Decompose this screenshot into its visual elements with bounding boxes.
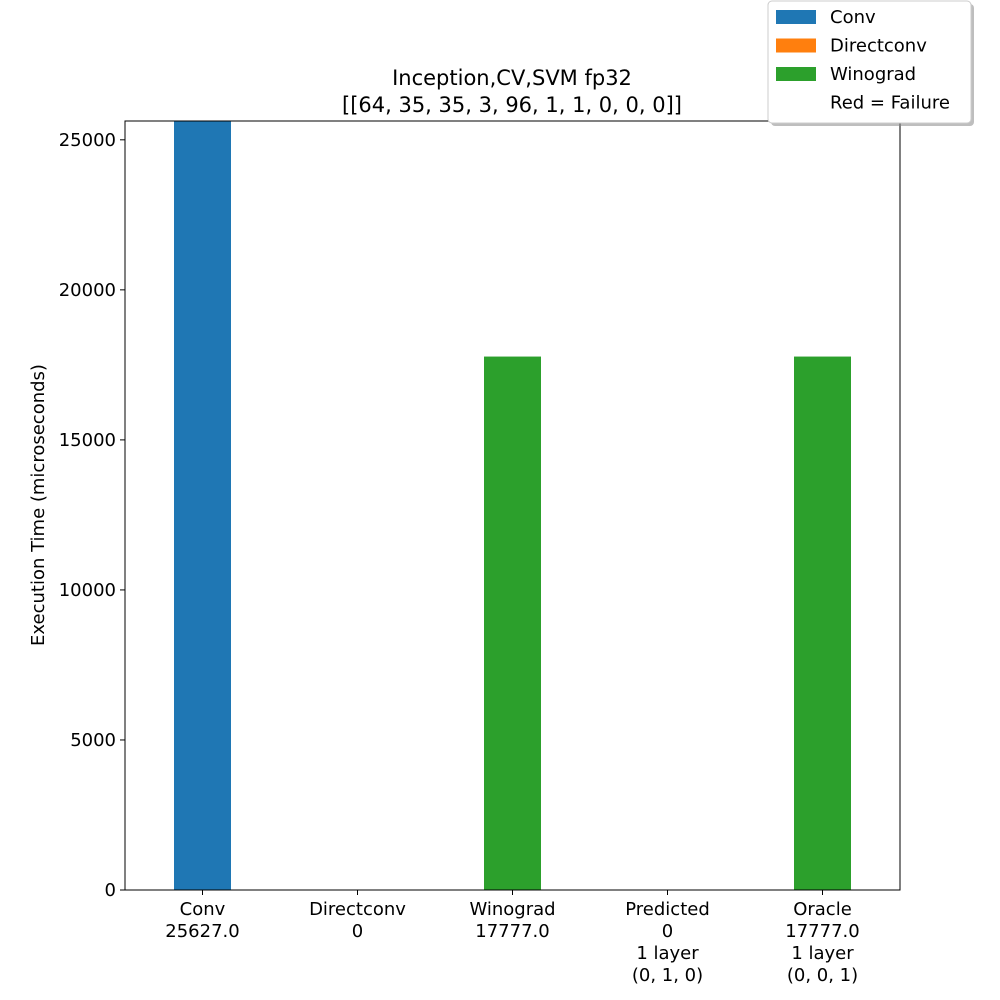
legend: Conv Directconv Winograd Red = Failure — [767, 0, 974, 126]
y-tick-label-1: 5000 — [70, 730, 116, 751]
x-tick-label-4-3: (0, 0, 1) — [787, 965, 858, 986]
chart-title-line2: [[64, 35, 35, 3, 96, 1, 1, 0, 0, 0]] — [342, 93, 682, 117]
x-tick-label-1-1: 0 — [352, 921, 363, 942]
x-tick-label-4-1: 17777.0 — [785, 921, 859, 942]
x-tick-label-3-0: Predicted — [625, 899, 710, 920]
bar-2 — [484, 356, 541, 890]
chart-title-line1: Inception,CV,SVM fp32 — [392, 66, 632, 90]
legend-swatch-2 — [776, 67, 816, 81]
x-tick-label-0-0: Conv — [180, 899, 226, 920]
legend-label-2: Winograd — [830, 64, 916, 85]
y-tick-label-4: 20000 — [59, 280, 116, 301]
x-tick-label-4-2: 1 layer — [791, 943, 854, 964]
x-tick-label-3-1: 0 — [662, 921, 673, 942]
legend-label-3: Red = Failure — [830, 93, 950, 114]
x-tick-label-2-0: Winograd — [469, 899, 555, 920]
bar-4 — [794, 356, 851, 890]
y-tick-label-3: 15000 — [59, 430, 116, 451]
legend-swatch-1 — [776, 38, 816, 53]
x-tick-label-1-0: Directconv — [309, 899, 406, 920]
y-tick-label-0: 0 — [105, 880, 116, 901]
bar-0 — [174, 121, 231, 890]
x-tick-label-3-2: 1 layer — [636, 943, 699, 964]
legend-box — [767, 0, 972, 124]
y-tick-label-2: 10000 — [59, 580, 116, 601]
bars-group — [174, 121, 851, 890]
y-axis: 0 5000 10000 15000 20000 25000 — [59, 130, 125, 901]
x-tick-label-3-3: (0, 1, 0) — [632, 965, 703, 986]
y-axis-label: Execution Time (microseconds) — [28, 364, 49, 646]
y-tick-label-5: 25000 — [59, 130, 116, 151]
x-axis: Conv25627.0Directconv0Winograd17777.0Pre… — [165, 890, 860, 986]
legend-swatch-0 — [776, 10, 816, 24]
x-tick-label-2-1: 17777.0 — [475, 921, 549, 942]
legend-label-1: Directconv — [830, 36, 927, 57]
x-tick-label-0-1: 25627.0 — [165, 921, 239, 942]
legend-label-0: Conv — [830, 7, 876, 28]
x-tick-label-4-0: Oracle — [793, 899, 852, 920]
